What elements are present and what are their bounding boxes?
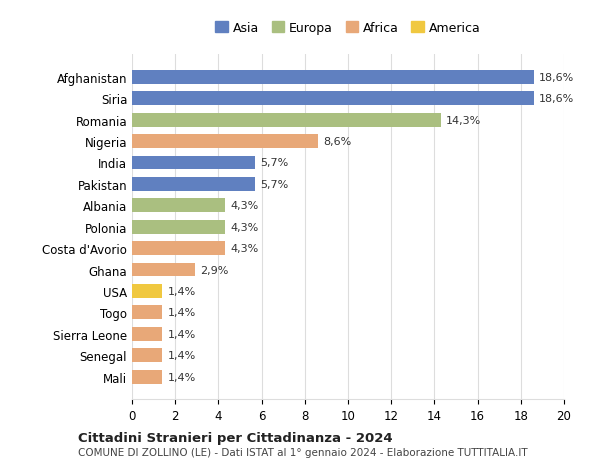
Bar <box>132 284 162 298</box>
Text: 1,4%: 1,4% <box>167 372 196 382</box>
Bar <box>132 220 225 234</box>
Text: 5,7%: 5,7% <box>260 158 289 168</box>
Text: 4,3%: 4,3% <box>230 222 259 232</box>
Text: 18,6%: 18,6% <box>539 94 574 104</box>
Text: 1,4%: 1,4% <box>167 286 196 296</box>
Bar <box>132 241 225 256</box>
Bar <box>132 370 162 384</box>
Bar <box>132 348 162 362</box>
Bar <box>132 306 162 319</box>
Text: 14,3%: 14,3% <box>446 115 482 125</box>
Bar <box>132 199 225 213</box>
Text: 8,6%: 8,6% <box>323 137 352 147</box>
Text: 2,9%: 2,9% <box>200 265 229 275</box>
Text: 1,4%: 1,4% <box>167 350 196 360</box>
Text: COMUNE DI ZOLLINO (LE) - Dati ISTAT al 1° gennaio 2024 - Elaborazione TUTTITALIA: COMUNE DI ZOLLINO (LE) - Dati ISTAT al 1… <box>78 448 527 458</box>
Bar <box>132 156 255 170</box>
Bar <box>132 263 194 277</box>
Bar <box>132 92 534 106</box>
Text: 1,4%: 1,4% <box>167 308 196 318</box>
Bar <box>132 113 441 127</box>
Text: 4,3%: 4,3% <box>230 201 259 211</box>
Bar <box>132 135 318 149</box>
Bar <box>132 178 255 191</box>
Text: 1,4%: 1,4% <box>167 329 196 339</box>
Text: Cittadini Stranieri per Cittadinanza - 2024: Cittadini Stranieri per Cittadinanza - 2… <box>78 431 392 444</box>
Text: 5,7%: 5,7% <box>260 179 289 190</box>
Text: 18,6%: 18,6% <box>539 73 574 83</box>
Text: 4,3%: 4,3% <box>230 244 259 253</box>
Legend: Asia, Europa, Africa, America: Asia, Europa, Africa, America <box>211 17 485 39</box>
Bar <box>132 71 534 84</box>
Bar <box>132 327 162 341</box>
